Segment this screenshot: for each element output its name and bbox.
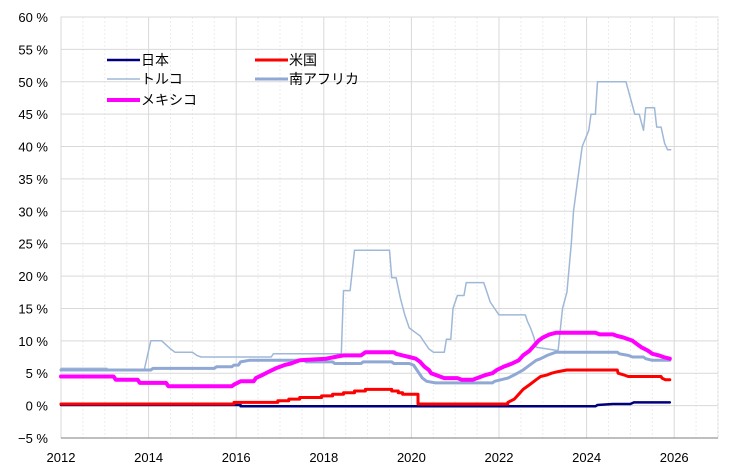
series-line-south-africa xyxy=(59,350,672,385)
series-line-turkey xyxy=(60,81,672,371)
y-tick-label: 50 % xyxy=(18,75,48,90)
y-tick-label: 35 % xyxy=(18,172,48,187)
y-tick-label: 0 % xyxy=(26,399,49,414)
legend-label-turkey: トルコ xyxy=(141,72,183,88)
y-tick-label: 20 % xyxy=(18,269,48,284)
x-tick-label: 2022 xyxy=(485,450,514,465)
legend-label-mexico: メキシコ xyxy=(141,93,197,109)
legend-label-us: 米国 xyxy=(289,53,317,69)
y-tick-label: 55 % xyxy=(18,42,48,57)
y-tick-label: 5 % xyxy=(26,366,49,381)
y-tick-label: 30 % xyxy=(18,204,48,219)
y-tick-label: 45 % xyxy=(18,107,48,122)
series-line-us xyxy=(59,368,672,406)
y-tick-label: 60 % xyxy=(18,10,48,25)
y-tick-label: 10 % xyxy=(18,334,48,349)
x-tick-label: 2012 xyxy=(47,450,76,465)
legend-label-japan: 日本 xyxy=(141,53,169,69)
series-line-japan xyxy=(59,401,672,408)
series-layer xyxy=(59,81,672,408)
x-tick-label: 2026 xyxy=(660,450,689,465)
y-tick-label: 15 % xyxy=(18,301,48,316)
x-tick-label: 2020 xyxy=(397,450,426,465)
y-tick-label: 40 % xyxy=(18,140,48,155)
axes: 60 % 55 % 50 % 45 % 40 % 35 % 30 % 25 % 20 % 15 %… xyxy=(18,10,718,465)
x-tick-label: 2016 xyxy=(222,450,251,465)
y-tick-label: 25 % xyxy=(18,237,48,252)
x-tick-label: 2014 xyxy=(134,450,163,465)
x-tick-label: 2024 xyxy=(572,450,601,465)
legend-label-south-africa: 南アフリカ xyxy=(289,72,359,88)
series-line-mexico xyxy=(59,330,672,389)
y-tick-label: −5 % xyxy=(18,431,48,446)
x-tick-label: 2018 xyxy=(309,450,338,465)
